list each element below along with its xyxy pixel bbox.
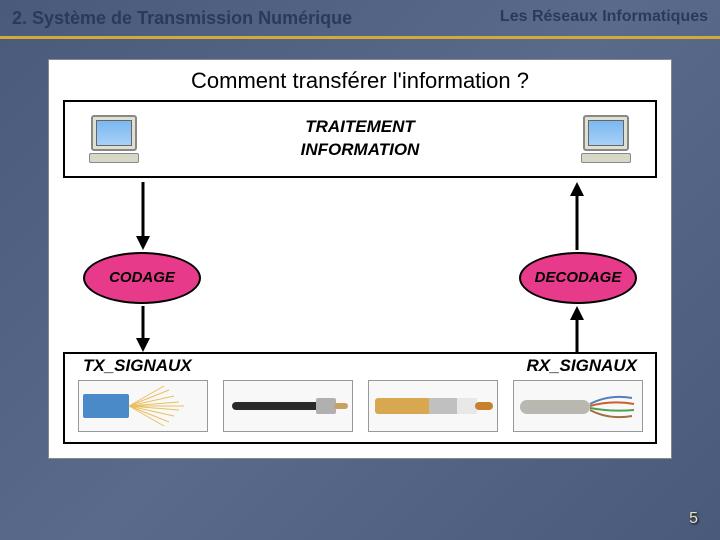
cable-row <box>65 376 655 438</box>
arrow-down-left2 <box>133 306 153 352</box>
cable-fiber-icon <box>78 380 208 432</box>
cable-coax-thick-icon <box>368 380 498 432</box>
processing-labels: TRAITEMENT INFORMATION <box>163 116 557 162</box>
slide-header: 2. Système de Transmission Numérique Les… <box>0 0 720 34</box>
decodage-label: DECODAGE <box>535 269 622 286</box>
course-title: Les Réseaux Informatiques <box>500 8 708 26</box>
arrow-up-right <box>567 182 587 250</box>
processing-line1: TRAITEMENT <box>163 116 557 139</box>
codage-ellipse: CODAGE <box>83 252 201 304</box>
arrow-down-left <box>133 182 153 250</box>
computer-left-icon <box>83 115 145 163</box>
arrow-up-right2 <box>567 306 587 352</box>
signals-box: TX_SIGNAUX RX_SIGNAUX <box>63 352 657 444</box>
codage-label: CODAGE <box>109 269 175 286</box>
page-number: 5 <box>689 510 698 528</box>
header-rule <box>0 36 720 39</box>
section-title: 2. Système de Transmission Numérique <box>12 8 352 30</box>
cable-coax-thin-icon <box>223 380 353 432</box>
rx-label: RX_SIGNAUX <box>526 356 637 376</box>
processing-line2: INFORMATION <box>163 139 557 162</box>
tx-label: TX_SIGNAUX <box>83 356 192 376</box>
diagram-container: Comment transférer l'information ? TRAIT… <box>48 59 672 459</box>
cable-utp-icon <box>513 380 643 432</box>
decodage-ellipse: DECODAGE <box>519 252 637 304</box>
diagram-question: Comment transférer l'information ? <box>49 60 671 100</box>
computer-right-icon <box>575 115 637 163</box>
processing-box: TRAITEMENT INFORMATION <box>63 100 657 178</box>
